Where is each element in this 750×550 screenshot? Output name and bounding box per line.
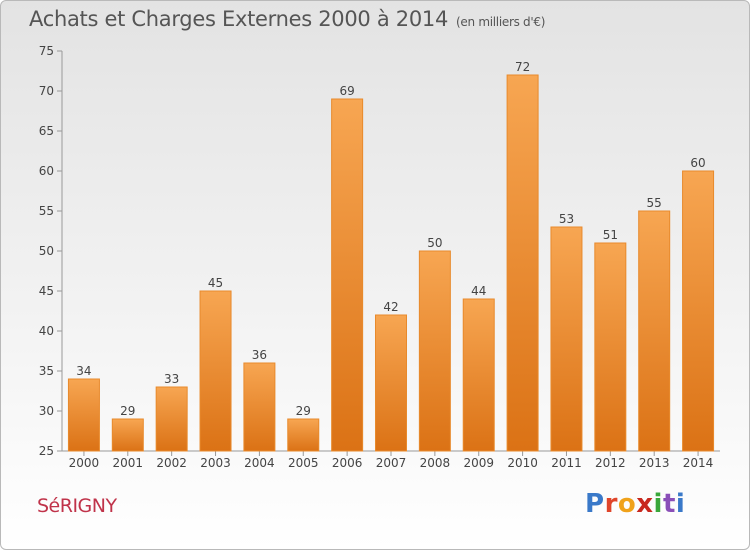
chart-subtitle: (en milliers d'€) xyxy=(456,15,546,29)
data-label: 72 xyxy=(515,60,530,74)
x-tick-label: 2012 xyxy=(595,456,626,470)
bar xyxy=(243,362,276,452)
data-label: 45 xyxy=(208,276,223,290)
x-tick-label: 2006 xyxy=(332,456,363,470)
bar xyxy=(462,298,495,452)
commune-name: SéRIGNY xyxy=(37,495,117,517)
bar xyxy=(506,74,539,452)
y-tick-label: 30 xyxy=(39,404,54,418)
bar xyxy=(638,210,671,452)
y-tick-label: 65 xyxy=(39,124,54,138)
bar xyxy=(111,418,144,452)
data-label: 53 xyxy=(559,212,574,226)
y-tick-label: 55 xyxy=(39,204,54,218)
x-tick-label: 2009 xyxy=(463,456,494,470)
data-label: 42 xyxy=(383,300,398,314)
x-tick-label: 2008 xyxy=(420,456,451,470)
y-tick-label: 50 xyxy=(39,244,54,258)
data-label: 60 xyxy=(690,156,705,170)
logo-letter: i xyxy=(675,489,686,519)
bar xyxy=(199,290,232,452)
y-tick-label: 60 xyxy=(39,164,54,178)
x-tick-label: 2014 xyxy=(683,456,714,470)
chart-data-labels: 34 29 33 45 36 29 69 42 50 44 72 53 51 55 60 xyxy=(76,60,705,418)
data-label: 50 xyxy=(427,236,442,250)
chart-title: Achats et Charges Externes 2000 à 2014 (e… xyxy=(29,7,545,31)
chart-title-text: Achats et Charges Externes 2000 à 2014 xyxy=(29,7,449,31)
y-tick-label: 70 xyxy=(39,84,54,98)
x-tick-label: 2007 xyxy=(376,456,407,470)
x-tick-label: 2002 xyxy=(156,456,187,470)
data-label: 51 xyxy=(603,228,618,242)
logo-letter: i xyxy=(653,489,663,519)
data-label: 55 xyxy=(647,196,662,210)
y-tick-label: 40 xyxy=(39,324,54,338)
x-tick-label: 2001 xyxy=(113,456,144,470)
x-tick-label: 2003 xyxy=(200,456,231,470)
x-tick-label: 2005 xyxy=(288,456,319,470)
logo-letter: x xyxy=(636,489,654,519)
bar xyxy=(67,378,100,452)
x-tick-label: 2004 xyxy=(244,456,275,470)
data-label: 29 xyxy=(296,404,311,418)
logo-letter: t xyxy=(662,489,676,519)
x-tick-label: 2013 xyxy=(639,456,670,470)
data-label: 34 xyxy=(76,364,91,378)
proxiti-logo: Proxiti xyxy=(585,489,685,519)
x-tick-label: 2010 xyxy=(507,456,538,470)
logo-letter: o xyxy=(617,489,637,519)
logo-letter: r xyxy=(604,489,618,519)
bar xyxy=(155,386,188,452)
bar xyxy=(594,242,627,452)
data-label: 29 xyxy=(120,404,135,418)
x-tick-label: 2000 xyxy=(69,456,100,470)
bar xyxy=(331,98,364,452)
bar xyxy=(375,314,407,452)
y-tick-label: 35 xyxy=(39,364,54,378)
data-label: 69 xyxy=(339,84,354,98)
y-tick-label: 25 xyxy=(39,444,54,458)
chart-axes: 25 30 35 40 45 50 55 60 65 70 75 2000 2001 2002 2003 20… xyxy=(39,44,720,470)
data-label: 36 xyxy=(252,348,267,362)
chart-bars xyxy=(67,74,715,452)
x-tick-label: 2011 xyxy=(551,456,582,470)
bar xyxy=(287,418,320,452)
data-label: 44 xyxy=(471,284,486,298)
y-tick-label: 45 xyxy=(39,284,54,298)
y-tick-label: 75 xyxy=(39,44,54,58)
logo-letter: P xyxy=(585,489,605,519)
bar xyxy=(550,226,583,452)
data-label: 33 xyxy=(164,372,179,386)
bar xyxy=(418,250,451,452)
bar xyxy=(682,170,715,452)
